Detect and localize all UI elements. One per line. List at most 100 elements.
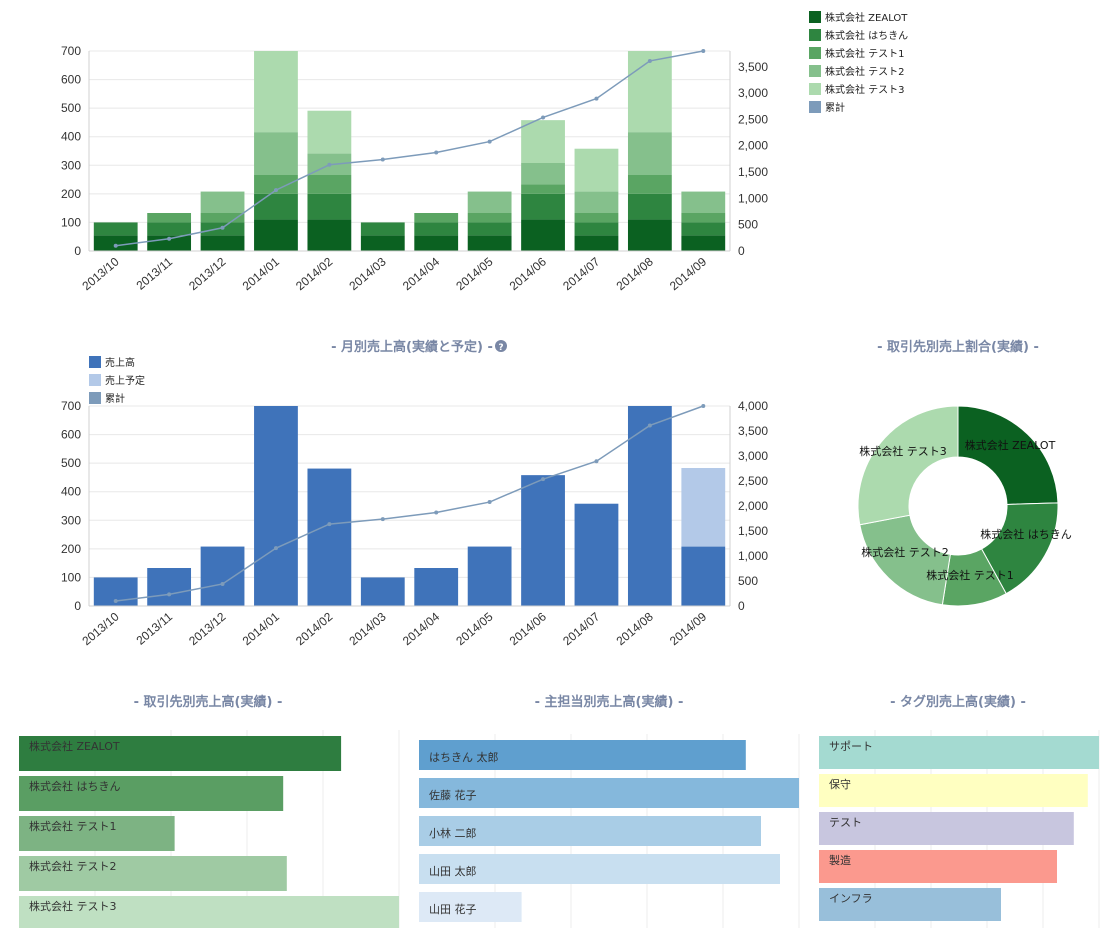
- cumulative-point: [380, 157, 385, 162]
- legend-swatch: [809, 47, 821, 59]
- chart-title: - 取引先別売上割合(実績) -: [877, 339, 1039, 355]
- legend-swatch: [809, 29, 821, 41]
- bar-segment: [574, 222, 619, 236]
- y-tick-label: 100: [61, 570, 81, 584]
- grid-lines: [89, 50, 730, 252]
- y-tick-label: 700: [61, 399, 81, 413]
- y2-tick-label: 0: [738, 244, 745, 258]
- cumulative-point: [327, 522, 332, 527]
- cumulative-polyline: [115, 50, 704, 247]
- bar-segment: [681, 468, 726, 547]
- x-tick-label: 2014/05: [453, 609, 495, 648]
- bar-segment: [414, 222, 459, 236]
- bar-segment: [467, 191, 512, 213]
- x-tick-label: 2014/08: [614, 254, 656, 293]
- legend-label: 株式会社 テスト3: [825, 83, 905, 96]
- bar-segment: [467, 546, 512, 606]
- x-tick-label: 2014/03: [346, 609, 388, 648]
- bar-segment: [147, 235, 192, 251]
- hbar-label: サポート: [829, 740, 873, 753]
- x-tick-label: 2014/06: [507, 254, 549, 293]
- bar-segment: [627, 406, 672, 606]
- bar-segment: [574, 191, 619, 213]
- y2-tick-label: 2,000: [738, 499, 768, 513]
- slice-label: 株式会社 テスト1: [926, 568, 1014, 582]
- y-tick-label: 0: [74, 599, 81, 613]
- bar-segment: [467, 235, 512, 251]
- cumulative-point: [113, 599, 118, 603]
- hbar-label: 株式会社 テスト3: [29, 899, 117, 913]
- cumulative-point: [273, 546, 278, 551]
- bar-segment: [360, 577, 405, 606]
- bar-segment: [360, 235, 405, 251]
- bar-segment: [681, 235, 726, 251]
- hbar: [19, 736, 342, 771]
- hbar-label: 山田 花子: [429, 903, 477, 916]
- cumulative-point: [647, 58, 652, 63]
- hbar-label: 佐藤 花子: [429, 788, 477, 802]
- cumulative-point: [220, 581, 225, 586]
- bar-segment: [200, 213, 245, 223]
- x-tick-label: 2014/01: [240, 254, 282, 293]
- y-tick-label: 200: [61, 187, 81, 201]
- bar-segment: [254, 193, 298, 220]
- donut-slice: [957, 405, 1059, 505]
- y-tick-label: 400: [61, 485, 81, 499]
- bar-segment: [360, 222, 405, 236]
- bar-segment: [574, 148, 619, 192]
- x-tick-label: 2014/09: [667, 254, 709, 293]
- bar-segment: [414, 213, 459, 223]
- bar-segment: [147, 222, 192, 236]
- y2-tick-label: 1,500: [738, 165, 768, 179]
- help-icon[interactable]: ?: [495, 340, 507, 353]
- bar-segment: [254, 406, 298, 606]
- bar-segment: [307, 110, 352, 154]
- bars: [93, 406, 726, 606]
- bar-segment: [521, 193, 565, 220]
- cumulative-point: [327, 162, 332, 167]
- bar-segment: [627, 51, 672, 133]
- bar-segment: [681, 222, 726, 236]
- cumulative-point: [220, 225, 225, 230]
- cumulative-point: [380, 517, 385, 522]
- hbar-label: 山田 太郎: [429, 864, 477, 878]
- chart-title: - 取引先別売上高(実績) -: [134, 694, 283, 710]
- hbar: [819, 812, 1074, 845]
- y2-tick-label: 3,000: [738, 86, 768, 100]
- x-tick-label: 2014/08: [614, 609, 656, 648]
- bar-segment: [200, 191, 245, 213]
- legend-swatch: [809, 11, 821, 23]
- legend-swatch: [89, 356, 101, 368]
- x-tick-label: 2014/04: [400, 254, 442, 293]
- bar-segment: [307, 175, 352, 194]
- hbar-label: はちきん 太郎: [429, 750, 499, 764]
- y-tick-label: 500: [61, 456, 81, 470]
- y2-tick-label: 1,000: [738, 191, 768, 205]
- y-tick-label: 500: [61, 101, 81, 115]
- x-tick-label: 2014/02: [293, 254, 335, 293]
- legend-swatch: [809, 83, 821, 95]
- bar-segment: [681, 191, 726, 213]
- y2-tick-label: 4,000: [738, 399, 768, 413]
- bar-segment: [254, 219, 298, 251]
- slice-label: 株式会社 ZEALOT: [965, 438, 1056, 452]
- x-tick-label: 2013/12: [186, 254, 228, 293]
- bar-segment: [574, 503, 619, 606]
- legend-swatch: [89, 374, 101, 386]
- bar-segment: [627, 193, 672, 220]
- bar-segment: [147, 213, 192, 223]
- y2-tick-label: 1,500: [738, 524, 768, 538]
- bar-segment: [254, 175, 298, 194]
- bar-segment: [467, 213, 512, 223]
- legend-label: 株式会社 ZEALOT: [825, 11, 908, 24]
- x-tick-label: 2014/01: [240, 609, 282, 648]
- client-monthly-stacked-chart: 0 100 200 300 400 500 600 700 0 500 1,000 1,500 2,00…: [61, 11, 908, 293]
- cumulative-point: [434, 510, 439, 515]
- bar-segment: [627, 175, 672, 194]
- cumulative-point: [594, 459, 599, 464]
- x-tick-label: 2014/05: [453, 254, 495, 293]
